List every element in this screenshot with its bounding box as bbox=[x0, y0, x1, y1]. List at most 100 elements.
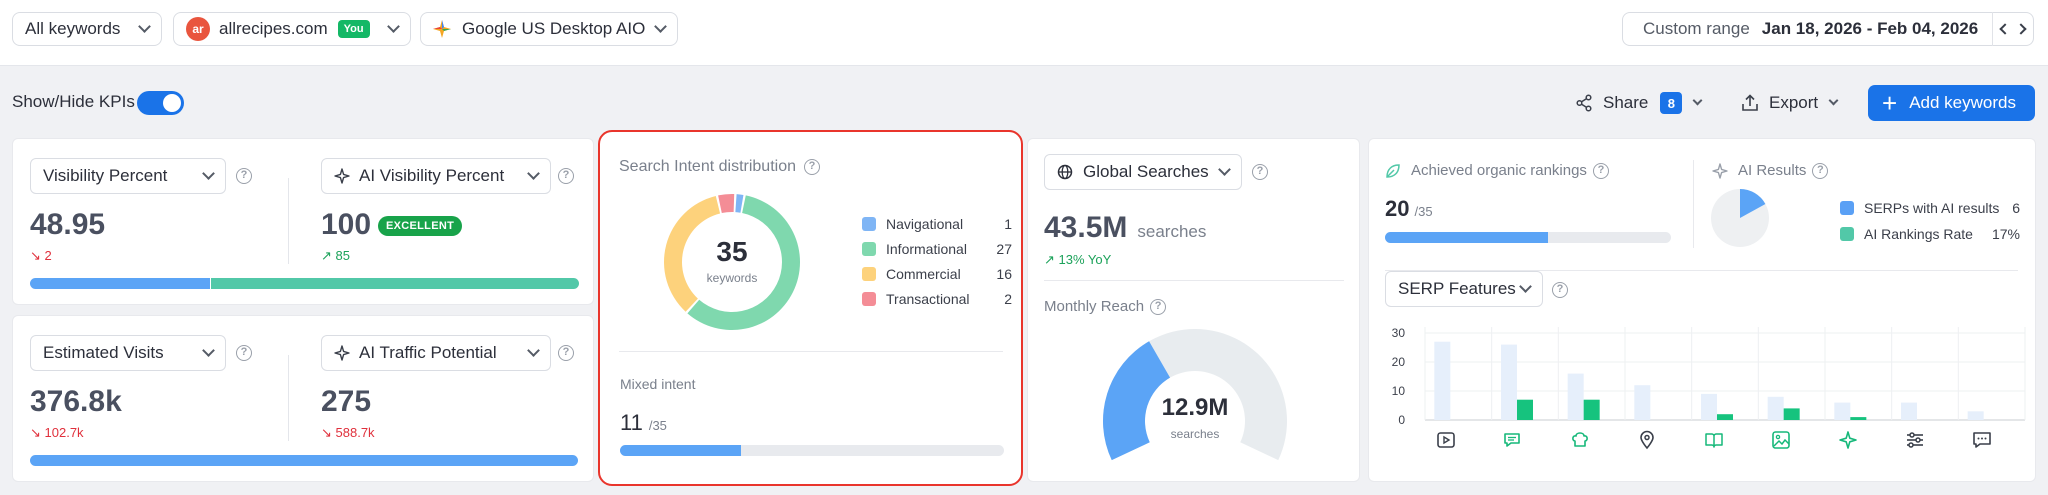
help-icon[interactable]: ? bbox=[1252, 164, 1268, 180]
share-button[interactable]: Share 8 bbox=[1575, 88, 1703, 118]
serp-owned-bar-reviews[interactable] bbox=[1517, 399, 1533, 420]
visibility-metric-label: Visibility Percent bbox=[43, 166, 168, 185]
serp-owned-bar-recipes[interactable] bbox=[1583, 399, 1600, 420]
legend-value: 17% bbox=[1991, 226, 2020, 242]
divider bbox=[1385, 270, 2018, 271]
date-range-picker[interactable]: Custom range Jan 18, 2026 - Feb 04, 2026 bbox=[1622, 12, 2034, 46]
help-icon[interactable]: ? bbox=[1812, 162, 1829, 179]
search-engine-dropdown[interactable]: Google US Desktop AIO bbox=[420, 12, 678, 46]
chevron-down-icon bbox=[654, 20, 667, 33]
serp-total-bar-video[interactable] bbox=[1434, 341, 1451, 420]
help-icon[interactable]: ? bbox=[558, 345, 574, 361]
serp-features-chart: 30 20 10 0 bbox=[1392, 326, 2026, 427]
y-tick-label: 30 bbox=[1392, 326, 1406, 340]
serp-total-bar-discussions[interactable] bbox=[1967, 411, 1984, 420]
ai-traffic-metric-label: AI Traffic Potential bbox=[359, 343, 497, 362]
video-icon bbox=[1437, 432, 1455, 448]
visits-delta-value: 102.7k bbox=[44, 425, 84, 440]
transactional-swatch bbox=[862, 292, 876, 306]
serp-overview-card bbox=[1368, 138, 2036, 482]
keywords-filter-dropdown[interactable]: All keywords bbox=[12, 12, 162, 46]
serp-total-bar-local-pack[interactable] bbox=[1634, 385, 1651, 420]
donut-slice-transactional[interactable] bbox=[718, 194, 735, 214]
visibility-metric-select[interactable]: Visibility Percent bbox=[30, 158, 226, 194]
show-hide-kpis-label: Show/Hide KPIs bbox=[12, 92, 135, 111]
legend-value: 1 bbox=[1004, 216, 1012, 232]
images-icon bbox=[1772, 431, 1790, 449]
help-icon[interactable]: ? bbox=[236, 168, 252, 184]
export-icon bbox=[1742, 94, 1758, 111]
ai-traffic-metric-select[interactable]: AI Traffic Potential bbox=[321, 335, 551, 371]
visits-bar bbox=[30, 455, 578, 466]
global-yoy: ↗ 13% YoY bbox=[1044, 252, 1112, 267]
organic-rankings-value: 20 bbox=[1385, 196, 1410, 221]
serp-owned-bar-ai-overview[interactable] bbox=[1850, 417, 1867, 420]
ai-visibility-value: 100 bbox=[321, 208, 372, 241]
serp-total-bar-ai-overview[interactable] bbox=[1834, 402, 1851, 420]
serp-total-bar-filters[interactable] bbox=[1901, 402, 1917, 420]
visits-metric-select[interactable]: Estimated Visits bbox=[30, 335, 226, 371]
ai-traffic-value: 275 bbox=[321, 385, 372, 418]
next-range-button[interactable] bbox=[2015, 23, 2027, 35]
serp-owned-bar-images[interactable] bbox=[1783, 408, 1800, 420]
help-icon[interactable]: ? bbox=[804, 159, 820, 175]
chevron-down-icon bbox=[527, 344, 540, 357]
share-label: Share bbox=[1603, 93, 1649, 112]
help-icon[interactable]: ? bbox=[236, 345, 252, 361]
share-icon bbox=[1576, 94, 1592, 112]
legend-navigational: Navigational 1 bbox=[862, 216, 1012, 232]
ai-visibility-bar bbox=[211, 278, 579, 289]
serp-owned-bar-knowledge-panel[interactable] bbox=[1717, 414, 1733, 420]
legend-commercial: Commercial 16 bbox=[862, 266, 1012, 282]
donut-slice-navigational[interactable] bbox=[735, 194, 744, 213]
ai-results-legend: SERPs with AI results 6 AI Rankings Rate… bbox=[1840, 198, 2020, 244]
legend-label: SERPs with AI results bbox=[1864, 200, 2000, 216]
monthly-reach-title: Monthly Reach ? bbox=[1044, 298, 1167, 315]
donut-slice-commercial[interactable] bbox=[664, 195, 721, 312]
legend-transactional: Transactional 2 bbox=[862, 291, 1012, 307]
help-icon[interactable]: ? bbox=[1552, 282, 1568, 298]
ai-visibility-delta-value: 85 bbox=[335, 248, 350, 263]
help-icon[interactable]: ? bbox=[1592, 162, 1609, 179]
chevron-left-icon bbox=[1999, 23, 2011, 35]
add-keywords-button[interactable]: + Add keywords bbox=[1868, 85, 2035, 121]
global-searches-select[interactable]: Global Searches bbox=[1044, 154, 1242, 190]
ai-visibility-metric-label: AI Visibility Percent bbox=[359, 166, 505, 185]
show-hide-kpis-toggle[interactable] bbox=[137, 91, 184, 115]
previous-range-button[interactable] bbox=[1992, 12, 2011, 46]
ai-visibility-metric-select[interactable]: AI Visibility Percent bbox=[321, 158, 551, 194]
visits-delta: ↘ 102.7k bbox=[30, 425, 84, 440]
you-badge: You bbox=[337, 20, 370, 38]
divider bbox=[619, 351, 1003, 352]
divider bbox=[288, 355, 289, 441]
serp-features-select[interactable]: SERP Features bbox=[1385, 271, 1543, 307]
global-searches-unit: searches bbox=[1137, 222, 1207, 241]
ai-sparkle-icon bbox=[334, 345, 350, 361]
export-button[interactable]: Export bbox=[1741, 88, 1839, 118]
legend-label: Transactional bbox=[886, 291, 970, 307]
search-intent-card bbox=[598, 130, 1023, 486]
serp-total-bar-recipes[interactable] bbox=[1567, 373, 1584, 420]
domain-name: allrecipes.com bbox=[219, 19, 328, 38]
legend-value: 6 bbox=[2012, 200, 2020, 216]
serp-total-bar-knowledge-panel[interactable] bbox=[1701, 393, 1717, 420]
informational-swatch bbox=[862, 242, 876, 256]
chevron-down-icon bbox=[138, 20, 151, 33]
divider bbox=[288, 178, 289, 264]
donut-slice-informational[interactable] bbox=[687, 195, 800, 330]
serp-total-bar-images[interactable] bbox=[1767, 396, 1784, 420]
organic-rankings-bar bbox=[1385, 232, 1671, 243]
intent-total: 35 bbox=[716, 236, 748, 267]
visibility-delta-value: 2 bbox=[44, 248, 52, 263]
keywords-filter-label: All keywords bbox=[25, 19, 121, 38]
recipes-icon bbox=[1572, 432, 1588, 447]
legend-value: 2 bbox=[1004, 291, 1012, 307]
organic-rankings-title: Achieved organic rankings ? bbox=[1385, 162, 1609, 179]
serp-total-bar-reviews[interactable] bbox=[1501, 344, 1517, 420]
help-icon[interactable]: ? bbox=[558, 168, 574, 184]
legend-ai-rankings-rate: AI Rankings Rate 17% bbox=[1840, 224, 2020, 244]
excellent-badge: EXCELLENT bbox=[378, 216, 463, 236]
help-icon[interactable]: ? bbox=[1150, 298, 1167, 315]
domain-dropdown[interactable]: ar allrecipes.com You bbox=[173, 12, 411, 46]
global-searches-value-group: 43.5M searches bbox=[1044, 211, 1206, 245]
